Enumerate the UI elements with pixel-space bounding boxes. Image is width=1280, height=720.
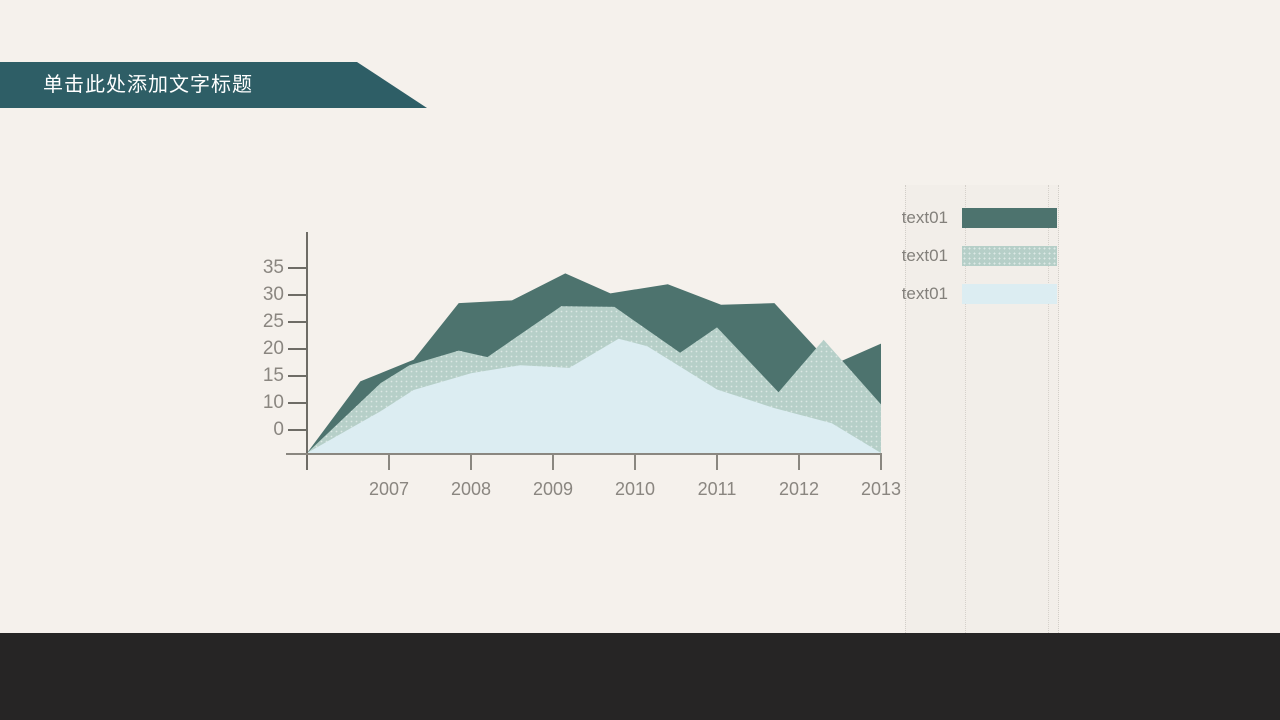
- x-axis-label: 2010: [614, 479, 656, 499]
- x-axis-label: 2011: [697, 479, 737, 499]
- x-axis-label: 2012: [778, 479, 820, 499]
- stripe-divider: [965, 185, 966, 633]
- y-axis-label: 20: [262, 338, 284, 359]
- y-axis-label: 35: [262, 257, 284, 278]
- y-axis-label: 15: [262, 365, 284, 386]
- area-series: [307, 306, 881, 453]
- y-axis-label: 0: [273, 419, 284, 440]
- legend-swatch-sage: [962, 246, 1057, 266]
- x-axis-label: 2007: [368, 479, 410, 499]
- x-axis-label: 2008: [450, 479, 492, 499]
- legend-swatch-blue: [962, 284, 1057, 304]
- legend-item: text01: [828, 207, 1058, 229]
- area-series: [307, 273, 881, 453]
- y-axis-label: 10: [262, 392, 284, 413]
- stripe-divider: [1048, 185, 1049, 633]
- legend-item: text01: [828, 245, 1058, 267]
- legend-item: text01: [828, 283, 1058, 305]
- area-series: [307, 306, 881, 453]
- legend-label[interactable]: text01: [901, 284, 948, 303]
- y-axis-label: 25: [262, 311, 284, 332]
- legend-label[interactable]: text01: [901, 208, 948, 227]
- title-banner: 单击此处添加文字标题: [0, 62, 427, 108]
- legend-label[interactable]: text01: [901, 246, 948, 265]
- y-axis-label: 30: [262, 284, 284, 305]
- legend-swatch-dark: [962, 208, 1057, 228]
- x-axis-label: 2009: [532, 479, 574, 499]
- area-series: [307, 338, 881, 453]
- title-placeholder-text[interactable]: 单击此处添加文字标题: [43, 74, 253, 96]
- background-stripes: [905, 185, 1059, 633]
- footer-bar: www.rapidppt.com: [0, 633, 1280, 720]
- x-axis-label: 2013: [860, 479, 902, 499]
